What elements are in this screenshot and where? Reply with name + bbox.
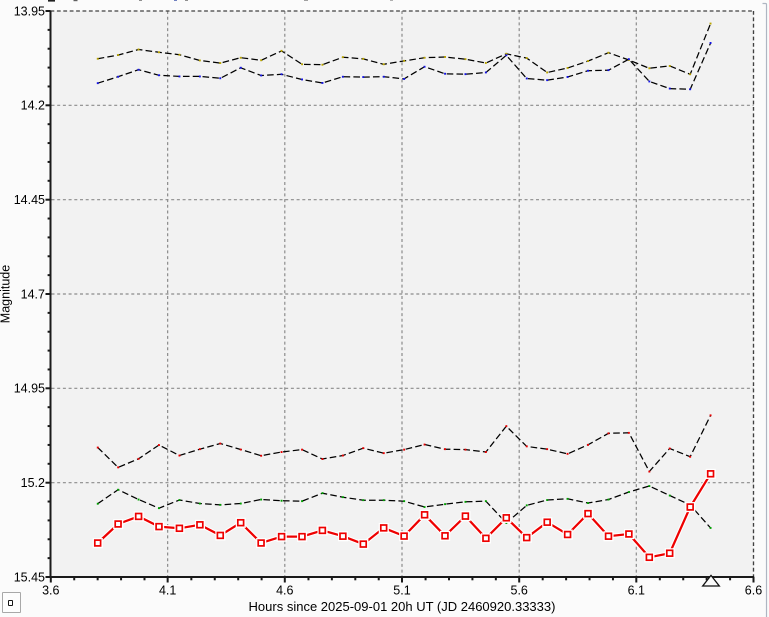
svg-text:4.1: 4.1	[159, 584, 176, 598]
svg-text:5.6: 5.6	[511, 584, 528, 598]
svg-text:3.6: 3.6	[42, 584, 59, 598]
svg-text:14.95: 14.95	[14, 382, 45, 396]
svg-text:Magnitude: Magnitude	[0, 265, 13, 323]
svg-text:13.95: 13.95	[14, 4, 45, 18]
svg-text:4.6: 4.6	[276, 584, 293, 598]
svg-text:14.45: 14.45	[14, 193, 45, 207]
svg-text:15.45: 15.45	[14, 570, 45, 584]
svg-text:5.1: 5.1	[393, 584, 410, 598]
svg-text:6.6: 6.6	[745, 584, 762, 598]
svg-text:14.7: 14.7	[21, 287, 45, 301]
svg-text:6.1: 6.1	[628, 584, 645, 598]
svg-text:14.2: 14.2	[21, 99, 45, 113]
svg-text:15.2: 15.2	[21, 476, 45, 490]
svg-text:Hours since 2025-09-01 20h UT: Hours since 2025-09-01 20h UT (JD 246092…	[249, 599, 556, 614]
